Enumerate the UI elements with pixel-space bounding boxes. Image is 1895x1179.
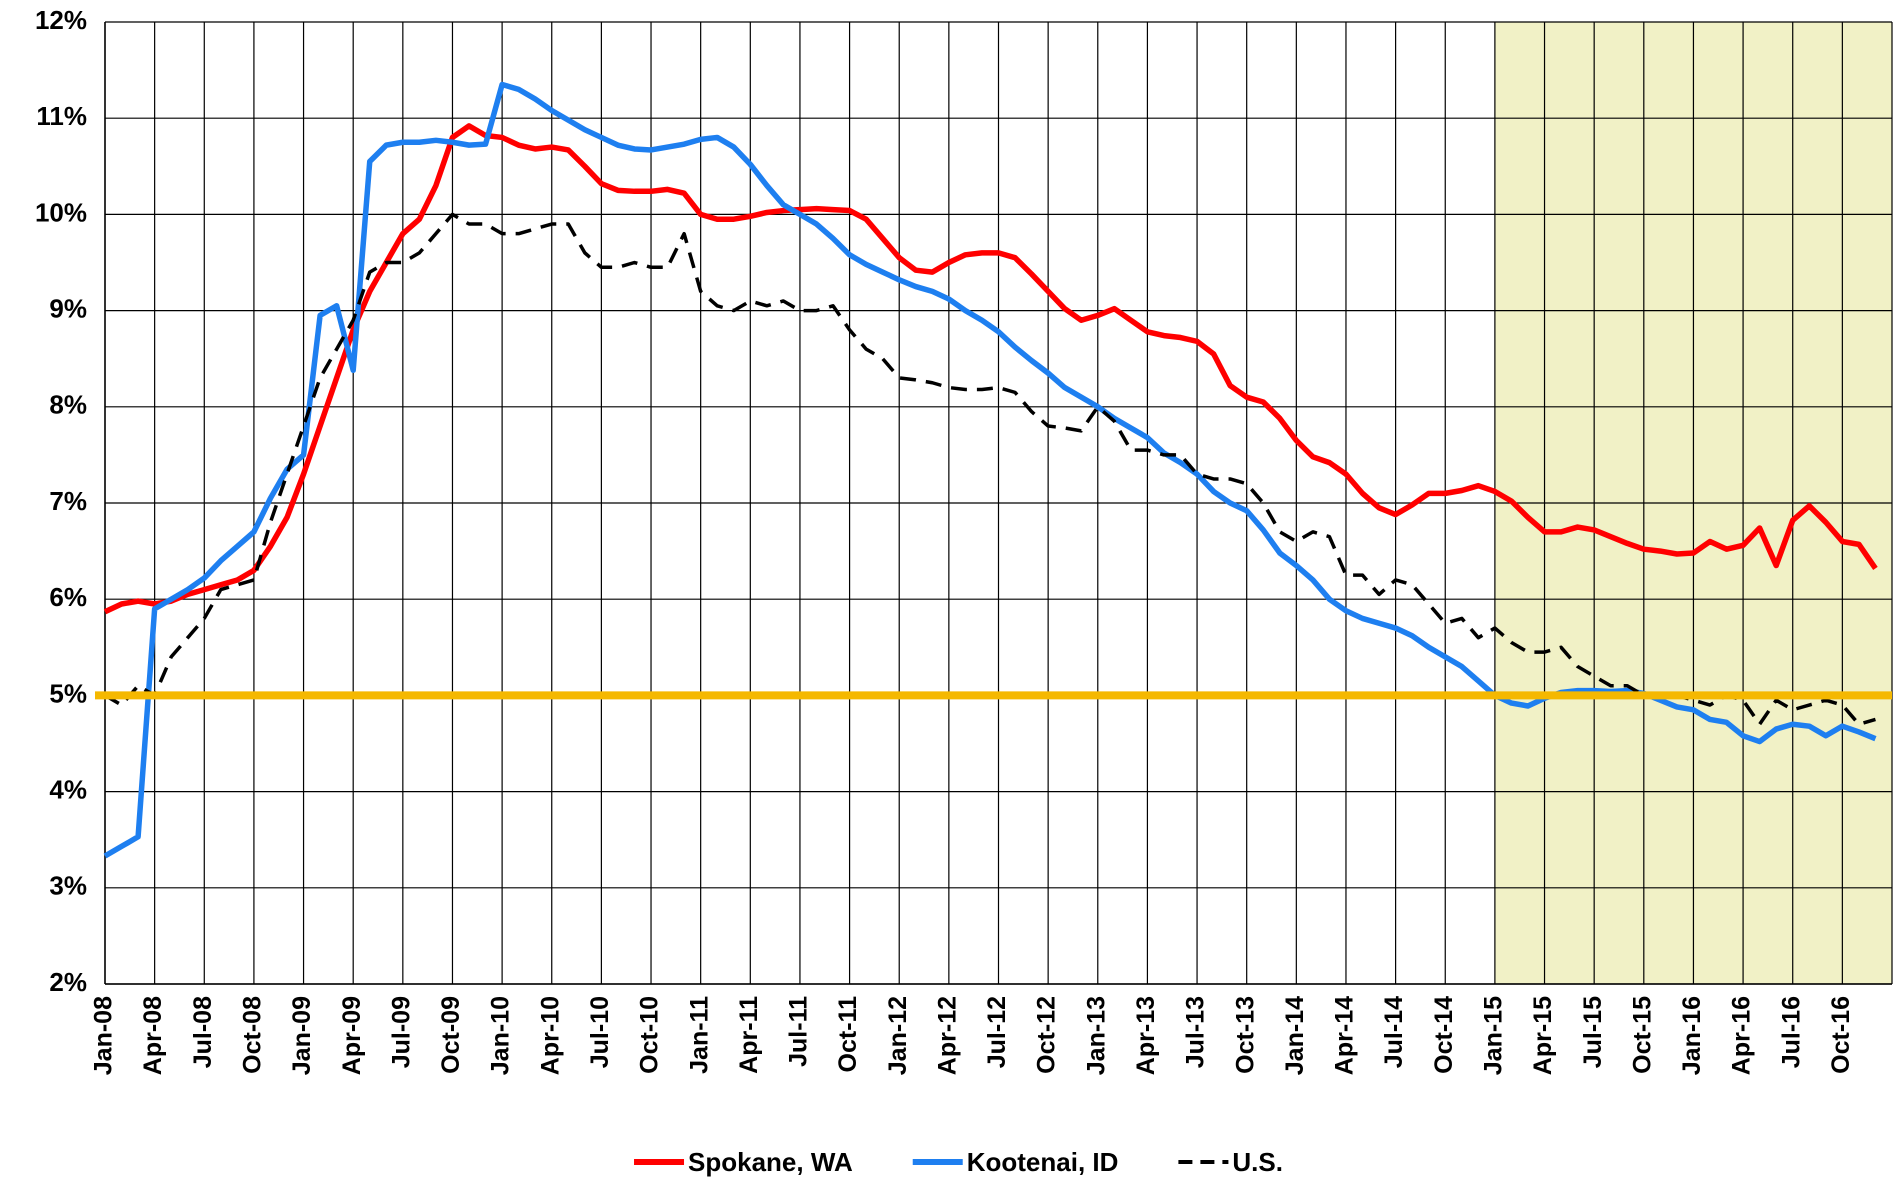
x-tick-label: Jul-16 bbox=[1777, 996, 1805, 1068]
x-tick-label: Oct-16 bbox=[1827, 996, 1855, 1074]
legend-item: U.S. bbox=[1178, 1147, 1283, 1177]
x-tick-label: Jul-11 bbox=[785, 996, 813, 1067]
x-tick-label: Apr-15 bbox=[1529, 996, 1557, 1075]
legend-item: Kootenai, ID bbox=[912, 1147, 1119, 1177]
x-tick-label: Apr-16 bbox=[1728, 996, 1756, 1075]
y-tick-label: 8% bbox=[49, 390, 87, 420]
x-tick-label: Jan-15 bbox=[1479, 996, 1507, 1075]
legend-label: U.S. bbox=[1232, 1147, 1283, 1177]
x-tick-label: Jul-09 bbox=[387, 996, 415, 1068]
y-tick-label: 3% bbox=[49, 871, 87, 901]
series-line bbox=[104, 212, 1876, 727]
y-tick-label: 6% bbox=[49, 582, 87, 612]
x-tick-label: Jan-16 bbox=[1678, 996, 1706, 1075]
x-tick-label: Apr-10 bbox=[536, 996, 564, 1075]
x-tick-label: Jul-08 bbox=[189, 996, 217, 1068]
x-tick-label: Jan-13 bbox=[1082, 996, 1110, 1075]
legend-label: Spokane, WA bbox=[688, 1147, 853, 1177]
x-tick-label: Jul-10 bbox=[586, 996, 614, 1068]
x-tick-label: Apr-09 bbox=[338, 996, 366, 1075]
y-tick-label: 10% bbox=[35, 197, 87, 227]
x-tick-label: Jan-09 bbox=[288, 996, 316, 1075]
x-tick-label: Oct-14 bbox=[1430, 996, 1458, 1074]
y-tick-label: 2% bbox=[49, 967, 87, 997]
x-tick-label: Jul-14 bbox=[1380, 996, 1408, 1068]
x-tick-label: Jul-15 bbox=[1579, 996, 1607, 1068]
y-tick-label: 12% bbox=[35, 5, 87, 35]
x-tick-label: Jan-08 bbox=[90, 996, 118, 1075]
x-tick-label: Apr-11 bbox=[735, 996, 763, 1074]
legend: Spokane, WA Kootenai, ID U.S. bbox=[634, 1147, 1283, 1177]
y-tick-label: 7% bbox=[49, 486, 87, 516]
x-tick-label: Oct-13 bbox=[1231, 996, 1259, 1074]
x-tick-label: Jan-11 bbox=[685, 996, 713, 1074]
x-tick-label: Oct-08 bbox=[239, 996, 267, 1074]
x-tick-label: Oct-09 bbox=[437, 996, 465, 1074]
y-tick-label: 9% bbox=[49, 293, 87, 323]
x-tick-label: Apr-14 bbox=[1331, 996, 1359, 1075]
x-tick-label: Jul-12 bbox=[983, 996, 1011, 1068]
legend-label: Kootenai, ID bbox=[967, 1147, 1119, 1177]
x-tick-label: Jan-12 bbox=[884, 996, 912, 1075]
x-tick-label: Jan-14 bbox=[1281, 996, 1309, 1075]
x-tick-label: Jan-10 bbox=[487, 996, 515, 1075]
x-tick-label: Oct-12 bbox=[1033, 996, 1061, 1074]
x-tick-label: Oct-10 bbox=[636, 996, 664, 1074]
legend-item: Spokane, WA bbox=[634, 1147, 853, 1177]
x-tick-label: Oct-15 bbox=[1628, 996, 1656, 1074]
series-line bbox=[103, 123, 1878, 615]
y-tick-label: 11% bbox=[36, 101, 87, 131]
x-tick-label: Oct-11 bbox=[834, 996, 862, 1073]
y-tick-label: 4% bbox=[49, 774, 87, 804]
x-tick-label: Apr-12 bbox=[933, 996, 961, 1075]
x-tick-label: Apr-13 bbox=[1132, 996, 1160, 1075]
x-tick-label: Jul-13 bbox=[1182, 996, 1210, 1068]
y-tick-label: 5% bbox=[49, 678, 87, 708]
x-tick-label: Apr-08 bbox=[139, 996, 167, 1075]
series-line bbox=[103, 81, 1877, 859]
